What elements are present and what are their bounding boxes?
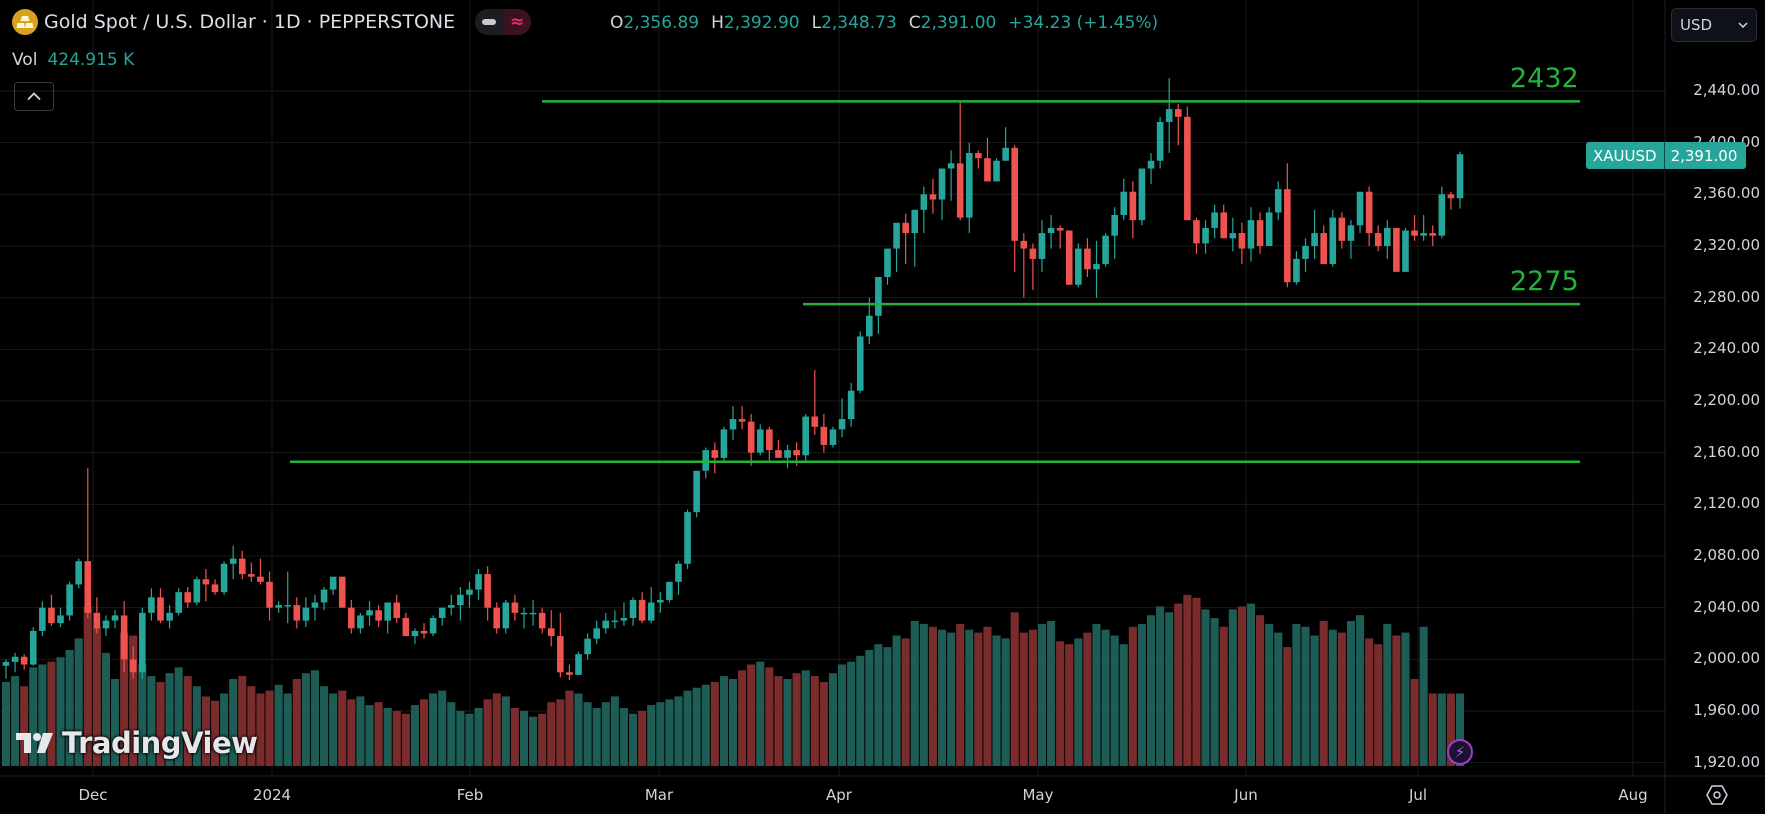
last-price-tag: XAUUSD 2,391.00 [1586,142,1747,169]
volume-legend: Vol 424.915 K [12,50,134,70]
time-tick-label: May [1022,786,1054,804]
price-tag-value: 2,391.00 [1664,142,1747,169]
time-tick-label: Apr [826,786,852,804]
open-value: O2,356.89 [610,13,700,33]
symbol-title[interactable]: Gold Spot / U.S. Dollar · 1D · PEPPERSTO… [44,11,456,33]
wave-icon[interactable]: ≈ [503,9,532,35]
price-tick-label: 2,120.00 [1693,494,1760,513]
time-tick-label: Aug [1618,786,1648,804]
price-tick-label: 2,440.00 [1693,81,1760,99]
close-value: C2,391.00 [908,13,997,33]
volume-value: 424.915 K [47,50,135,70]
price-tick-label: 1,920.00 [1693,752,1760,771]
level-label: 2432 [1510,63,1579,95]
logo-text: TradingView [62,726,258,760]
horizontal-lines[interactable] [290,100,1580,463]
settings-hexagon-icon[interactable] [1705,783,1729,807]
chart-legend: Gold Spot / U.S. Dollar · 1D · PEPPERSTO… [12,9,532,35]
price-tick-label: 2,240.00 [1693,339,1760,358]
price-tick-label: 2,160.00 [1693,442,1760,461]
high-value: H2,392.90 [711,13,800,33]
chevron-up-icon [27,92,41,101]
time-tick-label: Feb [456,786,484,804]
price-tag-symbol: XAUUSD [1586,142,1665,169]
time-tick-label: Dec [78,786,108,804]
price-tick-label: 2,040.00 [1693,597,1760,616]
tradingview-mark-icon [16,733,53,753]
price-tick-label: 2,280.00 [1693,287,1760,306]
currency-value: USD [1680,16,1713,34]
collapse-legend-button[interactable] [14,82,54,111]
price-tick-label: 2,080.00 [1693,546,1760,564]
time-tick-label: Jun [1234,786,1258,804]
hide-icon[interactable] [475,9,503,35]
time-tick-label: 2024 [252,786,292,804]
lightning-icon[interactable]: ⚡ [1447,739,1473,765]
price-tick-label: 1,960.00 [1693,701,1760,720]
change-value: +34.23 (+1.45%) [1008,13,1159,33]
gold-bars-icon [12,9,38,35]
candlesticks [2,78,1464,681]
currency-select[interactable]: USD [1671,8,1757,42]
chevron-down-icon [1738,22,1748,28]
price-tick-label: 2,320.00 [1693,236,1760,254]
low-value: L2,348.73 [811,13,897,33]
tradingview-logo[interactable]: TradingView [16,726,258,760]
indicator-toggle[interactable]: ≈ [475,9,532,35]
price-tick-label: 2,360.00 [1693,184,1760,203]
volume-label[interactable]: Vol [12,50,38,70]
chart-grid [0,0,1665,776]
ohlc-values: O2,356.89 H2,392.90 L2,348.73 C2,391.00 … [610,13,1158,33]
level-label: 2275 [1510,266,1579,298]
time-tick-label: Mar [644,786,674,804]
price-tick-label: 2,200.00 [1693,391,1760,409]
price-tick-label: 2,000.00 [1693,649,1760,668]
time-tick-label: Jul [1408,786,1428,804]
volume-bars [1,594,1465,766]
